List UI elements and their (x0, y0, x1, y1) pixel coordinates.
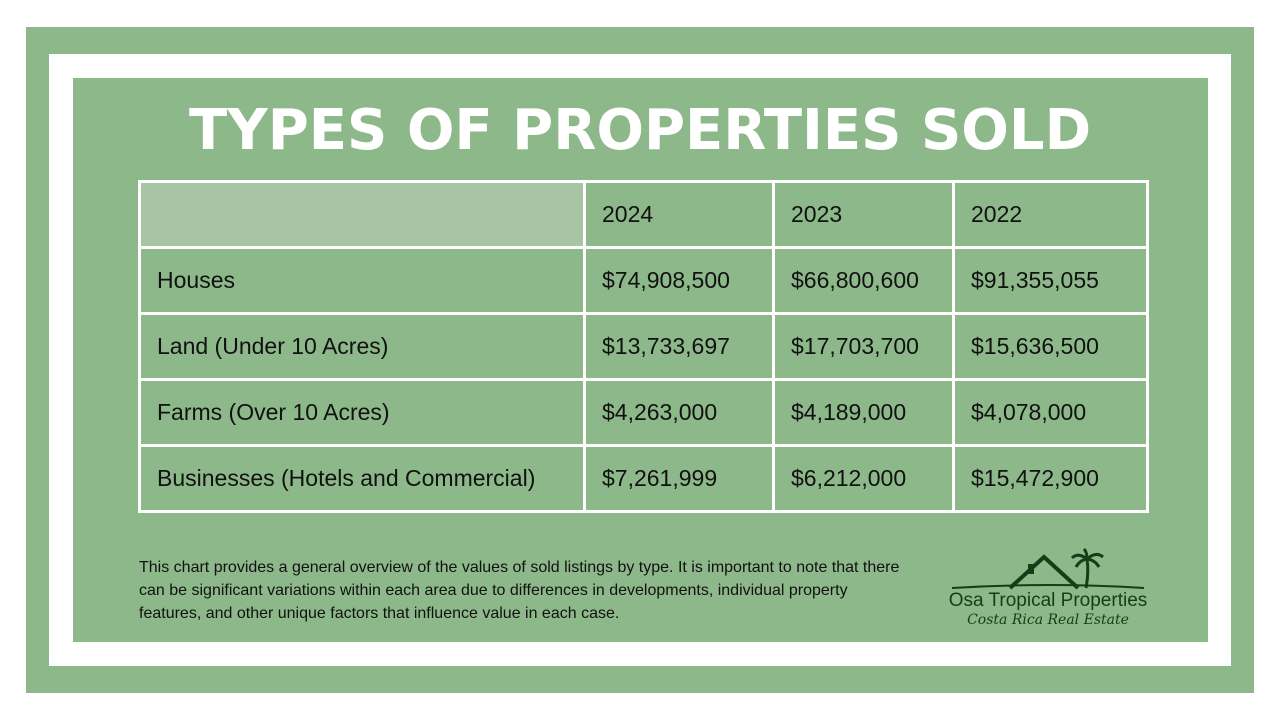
logo: Osa Tropical Properties Costa Rica Real … (948, 548, 1148, 633)
table-cell: $17,703,700 (772, 312, 955, 381)
house-palm-icon (951, 548, 1145, 590)
table-cell: $13,733,697 (583, 312, 775, 381)
row-label: Land (Under 10 Acres) (138, 312, 586, 381)
page-title: TYPES OF PROPERTIES SOLD (188, 98, 1092, 163)
row-label: Houses (138, 246, 586, 315)
table-cell: $74,908,500 (583, 246, 775, 315)
logo-tagline: Costa Rica Real Estate (967, 612, 1129, 628)
row-label: Businesses (Hotels and Commercial) (138, 444, 586, 513)
table-row: Houses $74,908,500 $66,800,600 $91,355,0… (138, 246, 1149, 315)
table-cell: $15,472,900 (952, 444, 1149, 513)
table-header-row: 2024 2023 2022 (138, 180, 1149, 249)
table-cell: $6,212,000 (772, 444, 955, 513)
table-cell: $15,636,500 (952, 312, 1149, 381)
table-cell: $4,263,000 (583, 378, 775, 447)
row-label: Farms (Over 10 Acres) (138, 378, 586, 447)
table-cell: $4,189,000 (772, 378, 955, 447)
table-row: Farms (Over 10 Acres) $4,263,000 $4,189,… (138, 378, 1149, 447)
logo-name: Osa Tropical Properties (948, 590, 1148, 611)
table-cell: $7,261,999 (583, 444, 775, 513)
footnote: This chart provides a general overview o… (139, 559, 900, 622)
table-row: Businesses (Hotels and Commercial) $7,26… (138, 444, 1149, 513)
table-row: Land (Under 10 Acres) $13,733,697 $17,70… (138, 312, 1149, 381)
table-corner-cell (138, 180, 586, 249)
table-cell: $91,355,055 (952, 246, 1149, 315)
table-cell: $66,800,600 (772, 246, 955, 315)
properties-table: 2024 2023 2022 Houses $74,908,500 $66,80… (138, 180, 1149, 513)
header-year-2024: 2024 (583, 180, 775, 249)
table-cell: $4,078,000 (952, 378, 1149, 447)
header-year-2022: 2022 (952, 180, 1149, 249)
header-year-2023: 2023 (772, 180, 955, 249)
